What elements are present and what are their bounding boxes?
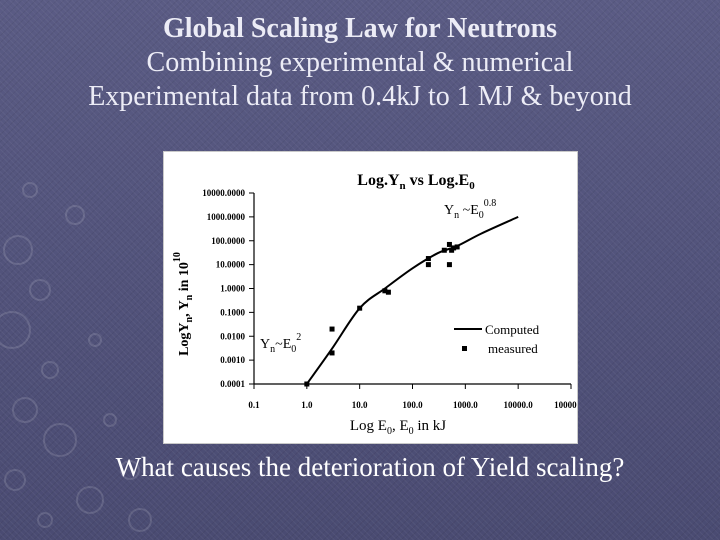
y-tick-label: 0.0100: [220, 331, 245, 341]
measured-data-point: [329, 350, 335, 356]
slide-title-line-3: Experimental data from 0.4kJ to 1 MJ & b…: [88, 81, 632, 112]
measured-data-point: [451, 245, 457, 251]
x-tick-label: 10000.0: [504, 400, 534, 410]
measured-data-point: [425, 262, 431, 268]
measured-data-point: [304, 381, 310, 387]
annotation-low-energy-scaling: Yn~E02: [260, 332, 301, 355]
chart-ticks: 10000.0000 1000.0000 100.0000 10.0000 1.0000…: [202, 188, 577, 410]
y-axis-label: LogYn, Yn in 1010: [172, 252, 195, 356]
measured-data-point: [441, 247, 447, 253]
x-tick-label: 0.1: [248, 400, 260, 410]
computed-series-line: [305, 215, 519, 385]
x-tick-label: 1000.0: [453, 400, 478, 410]
x-tick-label: 100.0: [402, 400, 423, 410]
y-tick-label: 0.0001: [220, 379, 245, 389]
measured-data-point: [446, 241, 452, 247]
y-tick-label: 1000.0000: [207, 212, 246, 222]
x-tick-label: 1.0: [301, 400, 313, 410]
measured-data-point: [385, 289, 391, 295]
y-tick-label: 0.1000: [220, 307, 245, 317]
legend-measured-swatch: [462, 346, 467, 351]
slide-title: Global Scaling Law for Neutrons Combinin…: [0, 12, 720, 114]
measured-data-point: [357, 305, 363, 311]
x-tick-label: 10.0: [352, 400, 368, 410]
chart-title: Log.Yn vs Log.E0: [357, 172, 475, 192]
measured-data-point: [382, 288, 388, 294]
x-axis-label: Log E0, E0 in kJ: [350, 418, 446, 437]
measured-data-point: [329, 326, 335, 332]
svg-text:LogYn, Yn in 1010: LogYn, Yn in 1010: [172, 252, 195, 356]
x-tick-label: 100000.0: [554, 400, 577, 410]
annotation-high-energy-scaling: Yn ~E00.8: [444, 198, 496, 221]
question-text: What causes the deterioration of Yield s…: [115, 452, 625, 482]
slide-title-line-2: Combining experimental & numerical: [146, 47, 574, 78]
legend-measured-label: measured: [488, 341, 538, 356]
y-tick-label: 10.0000: [216, 260, 246, 270]
chart-panel: Log.Yn vs Log.E0 Yn ~E00.8 Yn~E02 Log E0…: [163, 151, 578, 444]
svg-text:Log E0, E0 in kJ: Log E0, E0 in kJ: [350, 418, 446, 437]
legend-computed-label: Computed: [485, 322, 540, 337]
slide-title-line-1: Global Scaling Law for Neutrons: [162, 13, 558, 44]
y-tick-label: 0.0010: [220, 355, 245, 365]
y-tick-label: 10000.0000: [202, 188, 245, 198]
chart-series: [304, 215, 519, 387]
yield-scaling-chart: Log.Yn vs Log.E0 Yn ~E00.8 Yn~E02 Log E0…: [172, 172, 577, 437]
measured-data-point: [446, 262, 452, 268]
chart-legend: Computed measured: [454, 322, 540, 356]
measured-data-point: [454, 244, 460, 250]
y-tick-label: 1.0000: [220, 284, 245, 294]
y-tick-label: 100.0000: [211, 236, 245, 246]
measured-data-point: [425, 256, 431, 262]
